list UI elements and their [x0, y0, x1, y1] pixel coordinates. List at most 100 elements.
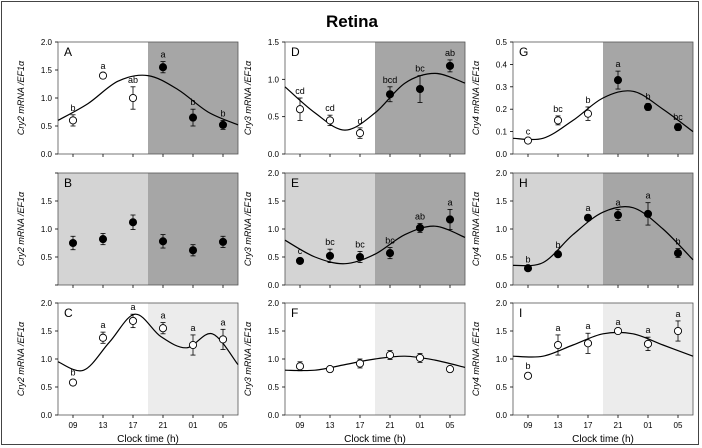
- data-point: [355, 129, 365, 138]
- y-axis-label: Cry3 mRNA /EF1α: [243, 60, 253, 135]
- significance-label: c: [526, 126, 531, 136]
- phase-background-left: [513, 42, 603, 154]
- panel-i: 0.0 0.5 1.0 1.5 2.0 09 13 17 21 01 05 Clock time (h…: [471, 299, 694, 445]
- data-point: [643, 209, 653, 218]
- y-tick-label: 1.5: [268, 327, 280, 336]
- fitted-curve: [512, 331, 694, 358]
- data-point: [643, 339, 653, 348]
- y-tick-label: 0.0: [41, 411, 53, 420]
- panel-f: 0.0 0.5 1.0 1.5 2.0 09 13 17 21 01 05 Clock time (h…: [243, 299, 466, 445]
- y-tick-label: 1.0: [496, 225, 508, 234]
- significance-label: ab: [128, 75, 138, 85]
- data-point: [325, 116, 335, 125]
- y-tick-label: 0.0: [496, 150, 508, 159]
- significance-label: a: [447, 197, 452, 207]
- phase-background-right: [603, 173, 693, 285]
- y-tick-label: 2.0: [268, 169, 280, 178]
- phase-background-right: [148, 42, 238, 154]
- x-tick-label: 01: [189, 421, 198, 430]
- data-point: [583, 339, 593, 348]
- significance-label: ab: [415, 211, 425, 221]
- x-tick-label: 13: [99, 421, 108, 430]
- data-point: [673, 123, 683, 132]
- data-point: [673, 326, 683, 336]
- significance-label: a: [130, 302, 135, 312]
- data-point: [385, 90, 395, 99]
- fitted-curve: [512, 205, 694, 267]
- data-point: [188, 113, 198, 122]
- panel-e: 0.0 0.5 1.0 1.5 2.0 Cry3 mRNA /EF1α Ec bc bc bc ab…: [243, 169, 466, 290]
- significance-label: a: [645, 191, 650, 201]
- y-tick-label: 1.0: [268, 225, 280, 234]
- y-tick-label: 1.5: [268, 197, 280, 206]
- x-tick-label: 13: [326, 421, 335, 430]
- significance-label: a: [585, 203, 590, 213]
- significance-label: bc: [325, 237, 335, 247]
- significance-label: b: [190, 97, 195, 107]
- y-tick-label: 0.2: [496, 105, 508, 114]
- y-tick-label: 2.0: [268, 299, 280, 308]
- data-point: [523, 136, 533, 145]
- significance-label: a: [160, 311, 165, 321]
- data-point: [295, 362, 305, 371]
- y-tick-label: 0.0: [496, 281, 508, 290]
- phase-background-left: [513, 303, 603, 415]
- data-point: [188, 246, 198, 255]
- y-tick-label: 0.5: [496, 38, 508, 47]
- panel-label: E: [291, 176, 299, 190]
- data-point: [295, 105, 305, 114]
- significance-label: b: [555, 240, 560, 250]
- panel-d: 0.0 0.5 1.0 1.5 Cry3 mRNA /EF1α Dcd cd d bcd bc ab: [243, 38, 466, 159]
- data-point: [523, 264, 533, 273]
- significance-label: a: [675, 309, 680, 319]
- y-tick-label: 0.0: [268, 411, 280, 420]
- significance-label: a: [555, 323, 560, 333]
- x-axis-label: Clock time (h): [572, 434, 634, 445]
- y-tick-label: 2.0: [41, 38, 53, 47]
- figure-title: Retina: [326, 12, 379, 31]
- x-tick-label: 05: [446, 421, 455, 430]
- data-point: [218, 335, 228, 344]
- y-axis-label: Cry2 mRNA /EF1α: [16, 321, 26, 396]
- data-point: [128, 316, 138, 325]
- phase-background-right: [148, 173, 238, 285]
- significance-label: a: [100, 61, 105, 71]
- significance-label: b: [675, 237, 680, 247]
- x-tick-label: 01: [416, 421, 425, 430]
- data-point: [158, 63, 168, 72]
- y-tick-label: 0.0: [268, 281, 280, 290]
- significance-label: c: [298, 246, 303, 256]
- x-tick-label: 17: [129, 421, 138, 430]
- x-tick-label: 05: [219, 421, 228, 430]
- data-point: [445, 215, 455, 224]
- x-tick-label: 21: [386, 421, 395, 430]
- significance-label: bc: [385, 235, 395, 245]
- data-point: [445, 61, 455, 70]
- y-tick-label: 1.0: [496, 355, 508, 364]
- data-point: [128, 218, 138, 227]
- y-tick-label: 2.0: [496, 299, 508, 308]
- y-axis-label: Cry2 mRNA /EF1α: [16, 191, 26, 266]
- panel-label: A: [64, 45, 72, 59]
- y-tick-label: 1.0: [268, 75, 280, 84]
- significance-label: a: [645, 325, 650, 335]
- data-point: [68, 378, 78, 387]
- data-point: [445, 365, 455, 374]
- significance-label: ab: [445, 48, 455, 58]
- data-point: [415, 84, 425, 94]
- data-point: [325, 365, 335, 374]
- data-point: [68, 238, 78, 248]
- data-point: [98, 235, 108, 244]
- y-axis-label: Cry3 mRNA /EF1α: [243, 191, 253, 266]
- significance-label: bc: [355, 239, 365, 249]
- significance-label: b: [70, 368, 75, 378]
- panel-label: G: [519, 45, 528, 59]
- data-point: [613, 210, 623, 220]
- data-point: [643, 102, 653, 112]
- y-tick-label: 1.5: [41, 66, 53, 75]
- data-point: [355, 359, 365, 368]
- significance-label: b: [525, 255, 530, 265]
- data-point: [98, 71, 108, 80]
